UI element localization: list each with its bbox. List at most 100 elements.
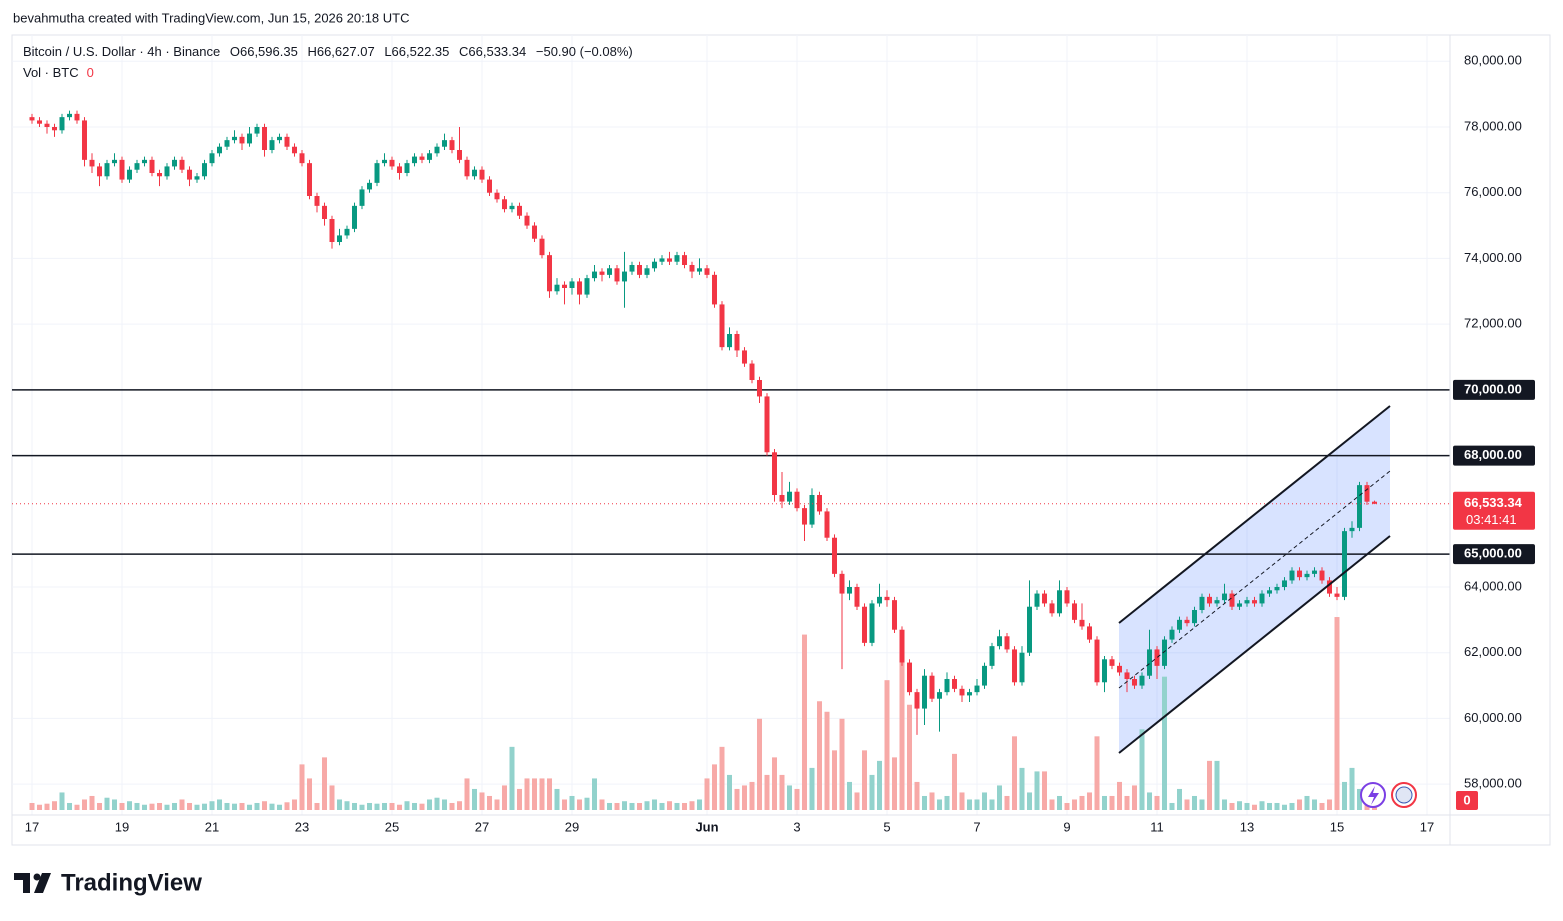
candle-body	[37, 120, 42, 124]
volume-bar	[284, 802, 290, 810]
volume-bar	[1199, 799, 1205, 810]
candle-body	[539, 238, 545, 256]
volume-bar	[1184, 799, 1190, 810]
volume-bar	[1049, 799, 1055, 810]
candle-body	[412, 156, 417, 164]
candle-body	[772, 452, 777, 495]
candle-body	[1027, 606, 1032, 653]
volume-bar	[1259, 801, 1265, 810]
candle-body	[434, 146, 440, 154]
volume-bar	[959, 792, 965, 810]
volume-bar	[1214, 760, 1220, 810]
candle-body	[202, 163, 207, 177]
y-tick-label: 80,000.00	[1464, 53, 1522, 68]
candle-body	[217, 146, 222, 154]
candle-body	[1312, 570, 1317, 574]
volume-bar	[1064, 802, 1070, 810]
candle-body	[989, 646, 995, 666]
candle-body	[524, 215, 530, 226]
volume-bar	[1139, 729, 1145, 810]
candle-body	[427, 153, 432, 160]
volume-bar	[929, 792, 935, 810]
volume-bar	[547, 778, 552, 810]
candle-body	[1199, 596, 1205, 610]
candle-body	[359, 189, 365, 206]
volume-bar	[832, 750, 837, 810]
candle-body	[314, 196, 320, 206]
level-label: 65,000.00	[1464, 546, 1522, 561]
volume-bar	[142, 804, 147, 810]
candle-body	[899, 629, 905, 663]
volume-bar	[37, 804, 42, 810]
candle-body	[1042, 593, 1047, 604]
candle-body	[419, 156, 425, 160]
candles	[12, 110, 1450, 735]
y-tick-label: 74,000.00	[1464, 250, 1522, 265]
volume-bar	[1072, 799, 1077, 810]
volume-bar	[292, 799, 297, 810]
candle-body	[1057, 590, 1062, 614]
volume-bar	[59, 792, 65, 810]
logo-slash	[34, 873, 51, 893]
volume-bar	[254, 802, 260, 810]
candle-body	[1012, 649, 1017, 683]
volume-bar	[922, 795, 927, 810]
volume-bar	[524, 778, 530, 810]
legend-volume: Vol · BTC 0	[23, 65, 94, 80]
volume-bar	[344, 801, 350, 810]
candle-body	[442, 140, 447, 147]
candle-body	[194, 176, 200, 180]
candle-body	[779, 495, 785, 502]
candle-body	[1327, 580, 1332, 594]
candle-body	[1252, 600, 1257, 604]
volume-bar	[1289, 802, 1295, 810]
volume-bar	[172, 802, 177, 810]
candle-body	[307, 163, 312, 196]
volume-bar	[269, 803, 275, 810]
volume-bar	[299, 764, 305, 810]
candle-body	[1004, 636, 1010, 650]
x-tick-label: 19	[115, 819, 129, 834]
candle-body	[997, 636, 1002, 647]
channel-fill	[1119, 406, 1390, 753]
candle-body	[1162, 639, 1167, 666]
volume-bar	[509, 746, 515, 810]
volume-bar	[569, 795, 575, 810]
volume-bar	[52, 801, 57, 810]
candle-body	[652, 261, 657, 269]
candle-body	[269, 140, 275, 150]
volume-bar	[1117, 781, 1122, 810]
volume-bar	[1004, 795, 1010, 810]
candle-body	[74, 113, 80, 121]
volume-bar	[1034, 771, 1040, 810]
volume-bar	[67, 802, 72, 810]
candle-body	[1357, 485, 1362, 528]
candle-body	[187, 169, 192, 180]
channel-upper	[1118, 405, 1391, 624]
volume-bar	[644, 801, 650, 810]
x-tick-label: 17	[1420, 819, 1434, 834]
y-tick-label: 58,000.00	[1464, 776, 1522, 791]
candle-body	[757, 380, 762, 397]
volume-bar	[839, 718, 845, 810]
volume-value: 0	[87, 65, 94, 80]
volume-bar	[389, 802, 395, 810]
candle-body	[704, 268, 710, 275]
credit: bevahmutha created with TradingView.com,…	[13, 10, 410, 25]
candle-body	[337, 235, 342, 242]
candle-body	[127, 169, 132, 180]
candle-body	[854, 587, 860, 607]
volume-bar	[614, 802, 620, 810]
volume-axis-label: 0	[1463, 792, 1470, 807]
volume-bar	[1087, 792, 1092, 810]
volume-bar	[734, 788, 740, 810]
logo-mark	[14, 873, 30, 893]
volume-bar	[127, 801, 132, 810]
x-tick-label: 29	[565, 819, 579, 834]
candle-body	[937, 692, 942, 699]
volume-bar	[1274, 802, 1280, 810]
candle-body	[547, 255, 552, 292]
candle-body	[1109, 659, 1115, 666]
x-tick-label: 23	[295, 819, 309, 834]
candle-body	[1282, 580, 1287, 587]
